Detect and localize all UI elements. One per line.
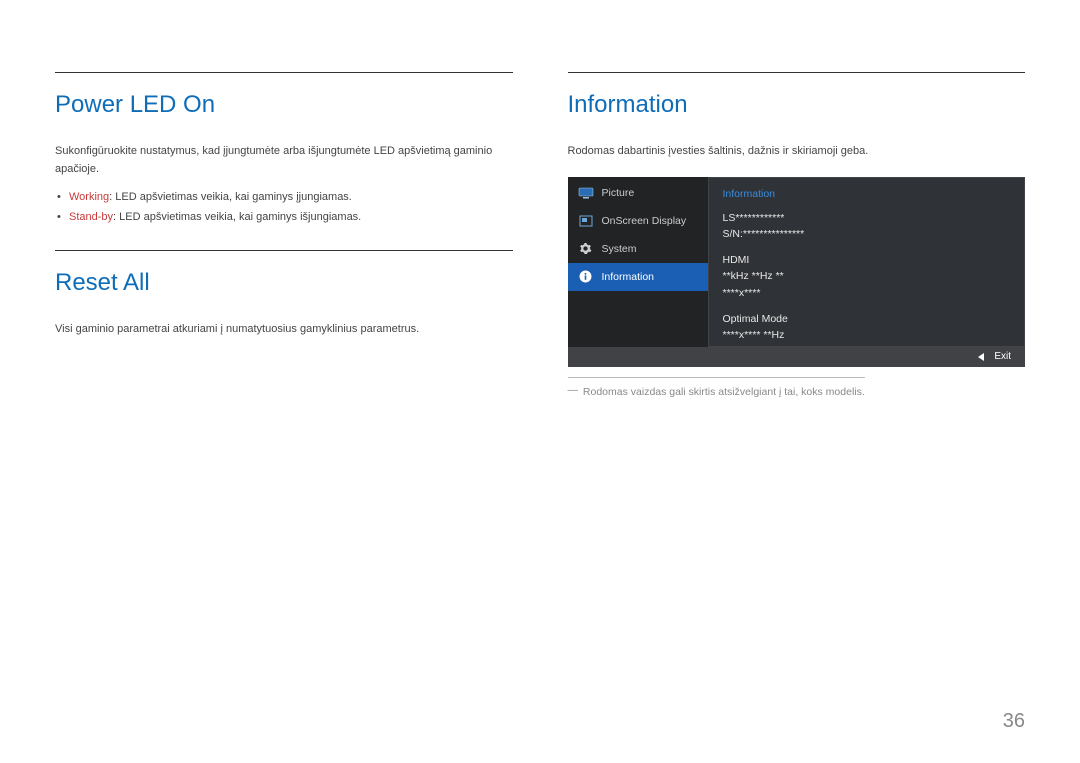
osd-exit-label[interactable]: Exit [994,351,1011,362]
osd-line: S/N:*************** [723,226,1011,242]
page-number: 36 [1003,710,1025,733]
footnote-text: Rodomas vaizdas gali skirtis atsižvelgia… [583,386,865,398]
power-led-on-heading: Power LED On [55,91,513,119]
left-column: Power LED On Sukonfigūruokite nustatymus… [55,50,513,400]
osd-icon [578,215,594,227]
osd-menu: Picture OnScreen Display System [568,177,708,347]
osd-menu-label: Picture [602,187,635,199]
osd-panel-title: Information [723,188,1011,200]
desc-working: : LED apšvietimas veikia, kai gaminys įj… [109,191,352,203]
osd-screenshot: Picture OnScreen Display System [568,177,1026,367]
osd-menu-onscreen[interactable]: OnScreen Display [568,207,708,235]
osd-info-panel: Information LS************ S/N:*********… [708,177,1026,347]
osd-line: LS************ [723,210,1011,226]
left-arrow-icon[interactable] [978,353,984,361]
osd-line: ****x**** [723,285,1011,301]
osd-menu-label: OnScreen Display [602,215,687,227]
osd-line-label: HDMI [723,252,1011,268]
term-working: Working [69,191,109,203]
info-icon [578,271,594,283]
rule [55,250,513,251]
osd-model-block: LS************ S/N:*************** [723,210,1011,243]
power-led-on-bullets: Working: LED apšvietimas veikia, kai gam… [55,188,513,228]
osd-optimal-block: Optimal Mode ****x**** **Hz [723,311,1011,344]
osd-footer: Exit [568,347,1026,367]
osd-hdmi-block: HDMI **kHz **Hz ** ****x**** [723,252,1011,301]
osd-menu-label: System [602,243,637,255]
reset-all-heading: Reset All [55,269,513,297]
osd-menu-label: Information [602,271,655,283]
term-standby: Stand-by [69,211,113,223]
bullet-standby: Stand-by: LED apšvietimas veikia, kai ga… [57,208,513,228]
reset-all-intro: Visi gaminio parametrai atkuriami į numa… [55,321,513,339]
right-column: Information Rodomas dabartinis įvesties … [568,50,1026,400]
osd-menu-picture[interactable]: Picture [568,179,708,207]
information-intro: Rodomas dabartinis įvesties šaltinis, da… [568,143,1026,161]
osd-line-label: Optimal Mode [723,311,1011,327]
rule [55,72,513,73]
information-heading: Information [568,91,1026,119]
footnote: ― Rodomas vaizdas gali skirtis atsižvelg… [568,377,865,401]
osd-menu-system[interactable]: System [568,235,708,263]
power-led-on-intro: Sukonfigūruokite nustatymus, kad įjungtu… [55,143,513,178]
desc-standby: : LED apšvietimas veikia, kai gaminys iš… [113,211,361,223]
osd-line: **kHz **Hz ** [723,268,1011,284]
osd-line: ****x**** **Hz [723,327,1011,343]
gear-icon [578,243,594,255]
footnote-dash: ― [568,384,579,396]
rule [568,72,1026,73]
bullet-working: Working: LED apšvietimas veikia, kai gam… [57,188,513,208]
monitor-icon [578,187,594,199]
osd-menu-information[interactable]: Information [568,263,708,291]
